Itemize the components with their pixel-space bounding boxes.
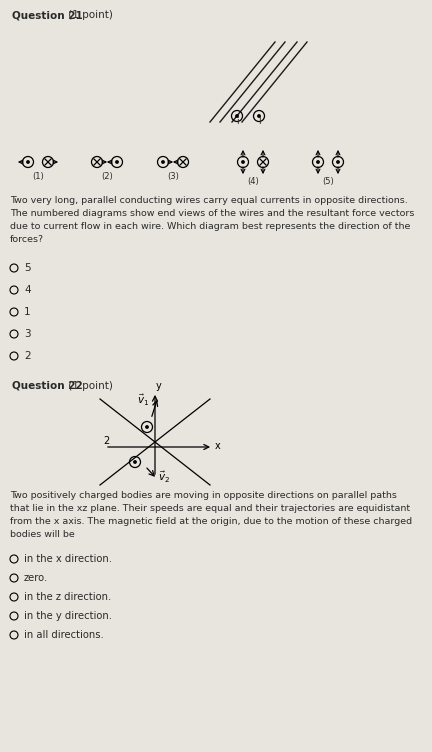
Text: I: I <box>257 117 260 126</box>
Circle shape <box>116 161 118 163</box>
Text: 2: 2 <box>24 351 31 361</box>
Text: forces?: forces? <box>10 235 44 244</box>
Circle shape <box>146 426 148 428</box>
Text: (3): (3) <box>167 172 179 181</box>
Text: y: y <box>156 381 162 391</box>
Text: in the z direction.: in the z direction. <box>24 592 111 602</box>
Text: that lie in the xz plane. Their speeds are equal and their trajectories are equi: that lie in the xz plane. Their speeds a… <box>10 504 410 513</box>
Text: $\vec{v}_2$: $\vec{v}_2$ <box>158 469 170 485</box>
Circle shape <box>258 115 260 117</box>
Text: 4: 4 <box>24 285 31 295</box>
Text: The numbered diagrams show end views of the wires and the resultant force vector: The numbered diagrams show end views of … <box>10 209 414 218</box>
Text: bodies will be: bodies will be <box>10 530 75 539</box>
Text: (1 point): (1 point) <box>65 381 113 391</box>
Text: 3: 3 <box>24 329 31 339</box>
Text: (1): (1) <box>32 172 44 181</box>
Circle shape <box>317 161 319 163</box>
Text: (1 point): (1 point) <box>65 10 113 20</box>
Text: due to current flow in each wire. Which diagram best represents the direction of: due to current flow in each wire. Which … <box>10 222 410 231</box>
Text: x: x <box>215 441 221 451</box>
Circle shape <box>134 461 136 463</box>
Text: (5): (5) <box>322 177 334 186</box>
Text: 2: 2 <box>103 436 109 446</box>
Text: Question 22: Question 22 <box>12 381 83 391</box>
Text: 5: 5 <box>24 263 31 273</box>
Text: i: i <box>236 117 238 126</box>
Circle shape <box>337 161 339 163</box>
Text: (2): (2) <box>101 172 113 181</box>
Text: zero.: zero. <box>24 573 48 583</box>
Text: in all directions.: in all directions. <box>24 630 104 640</box>
Text: (4): (4) <box>247 177 259 186</box>
Circle shape <box>27 161 29 163</box>
Text: Question 21: Question 21 <box>12 10 83 20</box>
Text: $\vec{v}_1$: $\vec{v}_1$ <box>137 393 149 408</box>
Text: in the x direction.: in the x direction. <box>24 554 112 564</box>
Circle shape <box>242 161 244 163</box>
Text: from the x axis. The magnetic field at the origin, due to the motion of these ch: from the x axis. The magnetic field at t… <box>10 517 412 526</box>
Text: in the y direction.: in the y direction. <box>24 611 112 621</box>
Text: 1: 1 <box>24 307 31 317</box>
Text: Two positively charged bodies are moving in opposite directions on parallel path: Two positively charged bodies are moving… <box>10 491 397 500</box>
Text: Two very long, parallel conducting wires carry equal currents in opposite direct: Two very long, parallel conducting wires… <box>10 196 408 205</box>
Circle shape <box>236 115 238 117</box>
Circle shape <box>162 161 164 163</box>
